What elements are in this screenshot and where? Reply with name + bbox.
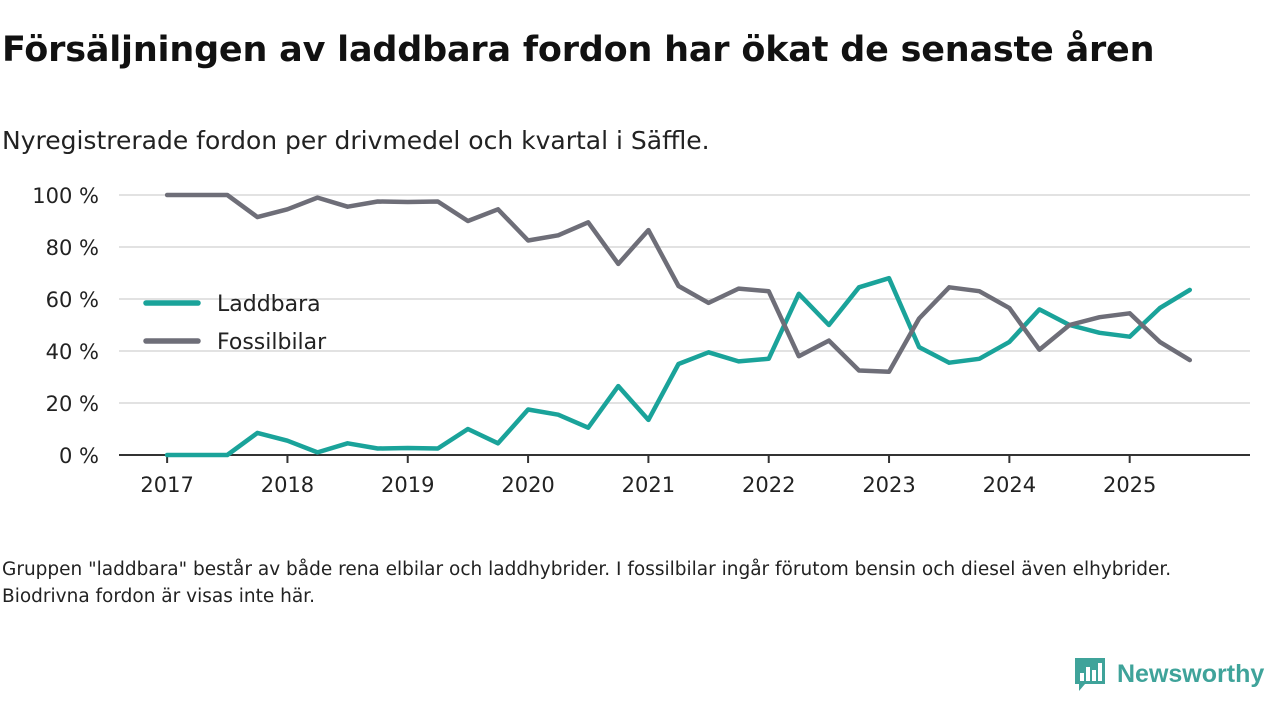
x-tick-label: 2025 <box>1103 473 1156 497</box>
line-chart: 0 % 20 % 40 % 60 % 80 % 100 % 2017 2018 2019 202… <box>32 184 1250 497</box>
chart-bubble-icon <box>1075 658 1105 691</box>
footnote: Gruppen "laddbara" består av både rena e… <box>2 559 1172 607</box>
y-tick-label: 0 % <box>59 444 99 468</box>
y-axis-labels: 0 % 20 % 40 % 60 % 80 % 100 % <box>32 184 99 468</box>
x-tick-label: 2020 <box>501 473 554 497</box>
legend: Laddbara Fossilbilar <box>143 292 327 355</box>
legend-label-laddbara: Laddbara <box>217 292 321 317</box>
series-lines <box>164 192 1193 458</box>
x-tick-label: 2019 <box>381 473 434 497</box>
x-tick-label: 2021 <box>622 473 675 497</box>
brand-name: Newsworthy <box>1117 659 1265 688</box>
y-tick-label: 60 % <box>46 288 99 312</box>
y-tick-label: 80 % <box>46 236 99 260</box>
x-axis-labels: 2017 2018 2019 2020 2021 2022 2023 2024 2025 <box>140 473 1156 497</box>
y-tick-label: 20 % <box>46 392 99 416</box>
y-tick-label: 100 % <box>32 184 99 208</box>
y-tick-label: 40 % <box>46 340 99 364</box>
newsworthy-logo[interactable]: Newsworthy <box>1073 656 1264 692</box>
grid-lines <box>119 194 1250 404</box>
series-line-laddbara <box>164 275 1193 458</box>
x-tick-label: 2023 <box>862 473 915 497</box>
chart-subtitle: Nyregistrerade fordon per drivmedel och … <box>2 126 710 155</box>
x-tick-label: 2024 <box>983 473 1036 497</box>
chart-title: Försäljningen av laddbara fordon har öka… <box>2 30 1155 70</box>
x-tick-label: 2022 <box>742 473 795 497</box>
x-axis <box>119 454 1250 463</box>
x-tick-label: 2018 <box>261 473 314 497</box>
series-line-fossilbilar <box>164 192 1193 375</box>
legend-label-fossilbilar: Fossilbilar <box>217 330 327 355</box>
x-tick-label: 2017 <box>140 473 193 497</box>
